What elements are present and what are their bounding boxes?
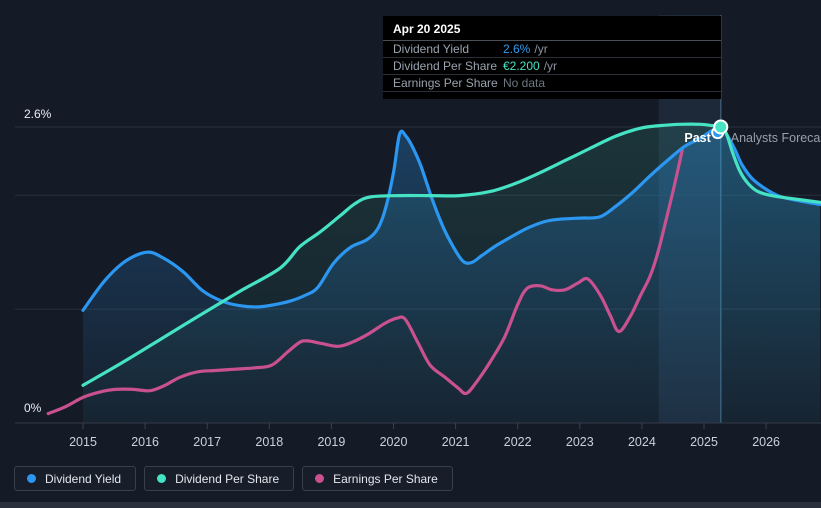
x-axis-label: 2026 [752,435,780,449]
earnings-per-share-dot-icon [315,474,325,483]
x-axis-label: 2018 [255,435,283,449]
series-line-1 [81,122,821,387]
past-label: Past [684,131,711,145]
x-axis-label: 2017 [193,435,221,449]
x-axis-label: 2020 [380,435,408,449]
x-axis-label: 2019 [317,435,345,449]
tooltip-row-earnings-per-share: Earnings Per Share No data [383,75,721,92]
dividend-yield-dot-icon [27,474,36,483]
tooltip-row-dividend-per-share: Dividend Per Share €2.200 /yr [383,58,721,75]
legend-item-earnings-per-share[interactable]: Earnings Per Share [302,466,453,491]
tooltip-row-label: Dividend Yield [393,42,470,56]
x-axis-label: 2025 [690,435,718,449]
series-line-2 [46,148,684,416]
chart-canvas[interactable]: 2015 2016 2017 2018 2019 2020 2021 2022 2023 2024… [0,0,821,452]
chart-legend: Dividend Yield Dividend Per Share Earnin… [14,466,453,491]
tooltip-row-value: €2.200 [503,59,540,73]
legend-label: Dividend Yield [45,471,122,486]
x-axis-label: 2022 [504,435,532,449]
marker-dot-dividend-per-share [713,119,729,135]
x-axis-label: 2021 [442,435,470,449]
legend-label: Earnings Per Share [333,471,438,486]
tooltip-row-dividend-yield: Dividend Yield 2.6% /yr [383,41,721,58]
x-axis-label: 2024 [628,435,656,449]
card-bottom-divider [0,502,821,508]
x-axis-label: 2015 [69,435,97,449]
chart-tooltip: Apr 20 2025 Dividend Yield 2.6% /yr Divi… [383,16,721,99]
tooltip-row-value: 2.6% [503,42,531,56]
x-axis-label: 2016 [131,435,159,449]
y-axis-zero-label: 0% [24,401,42,415]
x-axis-label: 2023 [566,435,594,449]
tooltip-row-label: Earnings Per Share [393,76,498,90]
series-area-0 [83,126,821,424]
tooltip-row-suffix: /yr [543,59,558,73]
y-axis-top-label: 2.6% [24,107,52,121]
legend-item-dividend-yield[interactable]: Dividend Yield [14,466,137,491]
analysts-forecast-label: Analysts Forecast [731,131,821,145]
legend-label: Dividend Per Share [175,471,280,486]
tooltip-row-suffix: /yr [534,42,548,56]
tooltip-row-value: No data [503,76,546,90]
dividend-per-share-dot-icon [157,474,167,483]
legend-item-dividend-per-share[interactable]: Dividend Per Share [144,466,295,491]
tooltip-date: Apr 20 2025 [383,16,721,41]
tooltip-row-label: Dividend Per Share [393,59,498,73]
